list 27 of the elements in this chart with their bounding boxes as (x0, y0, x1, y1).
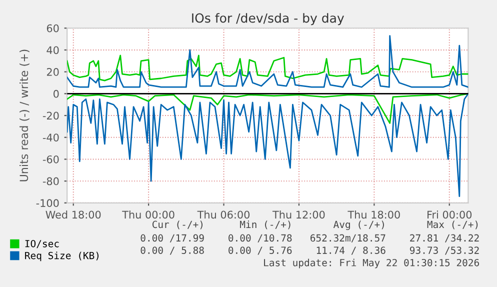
legend-label: IO/sec (25, 240, 59, 248)
chart-title: IOs for /dev/sda - by day (192, 13, 344, 26)
text: 0.00 / 5.88 0.00 / 5.76 11.74 / 8.36 93.73 /53.32 (140, 246, 479, 255)
x-tick-label: Thu 12:00 (272, 210, 325, 219)
y-tick-label: 60 (46, 24, 59, 32)
y-axis-title: Units read (-) / write (+) (20, 50, 30, 182)
y-tick-label: -40 (42, 134, 59, 142)
y-tick-label: -20 (42, 112, 59, 120)
text: 0.00 /17.99 0.00 /10.78 652.32m/18.57 27.81 /34.22 (140, 234, 479, 242)
line-series (67, 92, 468, 124)
text: Cur (-/+) Min (-/+) Avg (-/+) Max (-/+) (152, 220, 478, 230)
x-tick-label: Fri 00:00 (428, 210, 472, 219)
y-tick-label: 20 (46, 68, 59, 76)
x-tick-label: Wed 18:00 (46, 210, 101, 219)
y-tick-label: -80 (42, 177, 59, 186)
y-tick-label: -100 (36, 199, 59, 208)
x-tick-label: Thu 18:00 (348, 210, 400, 219)
line-series (67, 92, 468, 198)
line-series (67, 54, 468, 82)
text: Last update: Fri May 22 01:30:15 2026 (264, 258, 479, 268)
y-tick-label: -60 (42, 155, 59, 164)
legend-label: Req Size (KB) (25, 252, 98, 262)
y-tick-label: 0 (54, 90, 59, 98)
x-tick-label: Thu 00:00 (122, 210, 174, 219)
y-tick-label: 40 (46, 46, 59, 54)
line-series (67, 35, 468, 88)
x-tick-label: Thu 06:00 (197, 210, 250, 219)
